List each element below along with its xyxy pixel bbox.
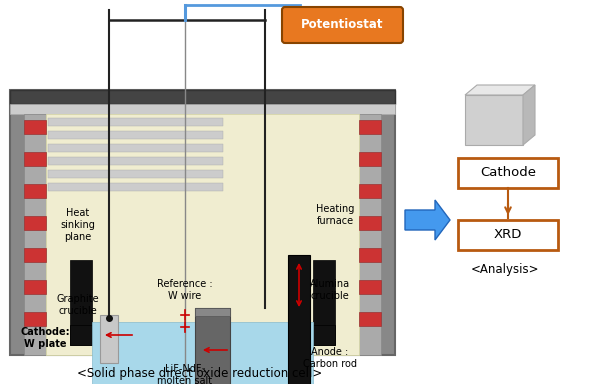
Text: Reference :
W wire: Reference : W wire <box>157 279 213 301</box>
Bar <box>24 216 46 230</box>
Bar <box>465 95 523 145</box>
Bar <box>10 90 395 104</box>
Text: Graphite
crucible: Graphite crucible <box>57 294 99 316</box>
Bar <box>24 248 46 262</box>
Text: LiF-NdF₃
molten salt: LiF-NdF₃ molten salt <box>158 364 213 384</box>
Bar <box>24 152 46 166</box>
Bar <box>48 144 223 152</box>
Bar <box>359 114 381 355</box>
Bar <box>195 308 230 384</box>
Bar <box>24 120 46 134</box>
Text: <Solid phase direct oxide reduction cell>: <Solid phase direct oxide reduction cell… <box>78 366 323 379</box>
Bar <box>10 90 395 355</box>
Polygon shape <box>465 85 535 95</box>
Bar <box>48 157 223 165</box>
Polygon shape <box>523 85 535 145</box>
Text: Cathode: Cathode <box>480 167 536 179</box>
Bar <box>92 322 313 384</box>
Bar <box>359 248 381 262</box>
Text: Anode :
Carbon rod: Anode : Carbon rod <box>303 347 357 369</box>
Polygon shape <box>405 200 450 240</box>
Bar <box>48 183 223 191</box>
Bar <box>359 120 381 134</box>
Bar <box>48 170 223 178</box>
Bar <box>313 260 335 345</box>
Bar <box>195 308 230 316</box>
Bar <box>10 104 395 114</box>
Bar <box>24 280 46 294</box>
Text: Potentiostat: Potentiostat <box>301 18 383 31</box>
Bar <box>359 312 381 326</box>
Bar <box>359 280 381 294</box>
Bar <box>288 255 310 384</box>
Bar <box>48 131 223 139</box>
Text: XRD: XRD <box>494 228 522 242</box>
Text: <Analysis>: <Analysis> <box>471 263 539 276</box>
Bar <box>458 220 558 250</box>
Bar <box>359 216 381 230</box>
Bar <box>46 114 359 355</box>
Bar <box>48 118 223 126</box>
FancyBboxPatch shape <box>282 7 403 43</box>
Bar <box>100 315 118 363</box>
Text: Cathode:
W plate: Cathode: W plate <box>20 327 70 349</box>
Text: Heat
sinking
plane: Heat sinking plane <box>61 209 96 242</box>
Text: Heating
furnace: Heating furnace <box>316 204 354 226</box>
Bar <box>359 152 381 166</box>
Bar <box>24 184 46 198</box>
Bar <box>70 325 335 345</box>
Bar <box>458 158 558 188</box>
Text: Alumina
crucible: Alumina crucible <box>310 279 350 301</box>
Bar <box>359 184 381 198</box>
Bar <box>24 312 46 326</box>
Bar <box>70 260 92 345</box>
Bar <box>24 114 46 355</box>
